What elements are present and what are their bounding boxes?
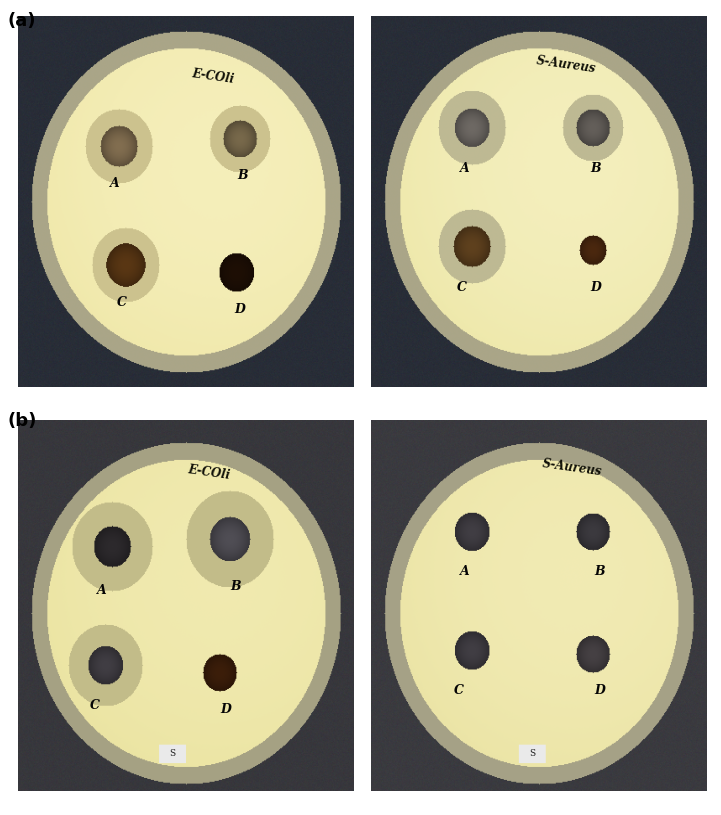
Text: S: S xyxy=(529,749,535,758)
Text: C: C xyxy=(457,280,466,293)
Text: S-Aureus: S-Aureus xyxy=(535,54,596,75)
Text: (b): (b) xyxy=(7,412,37,430)
Text: C: C xyxy=(90,699,100,712)
Text: (a): (a) xyxy=(7,12,36,30)
Text: D: D xyxy=(221,703,231,716)
Text: B: B xyxy=(594,566,605,579)
Text: A: A xyxy=(460,162,470,175)
Text: S: S xyxy=(169,749,175,758)
Text: C: C xyxy=(454,684,464,697)
Text: D: D xyxy=(594,684,605,697)
Text: A: A xyxy=(110,177,120,190)
Text: D: D xyxy=(234,303,244,316)
Text: E-COli: E-COli xyxy=(190,67,234,86)
Text: B: B xyxy=(237,170,248,183)
Text: S-Aureus: S-Aureus xyxy=(541,457,603,478)
Text: A: A xyxy=(97,584,107,597)
Text: A: A xyxy=(460,566,470,579)
Text: D: D xyxy=(590,280,601,293)
Text: E-COli: E-COli xyxy=(187,463,231,482)
Text: B: B xyxy=(231,580,242,593)
Text: B: B xyxy=(590,162,601,175)
Text: C: C xyxy=(117,296,127,309)
